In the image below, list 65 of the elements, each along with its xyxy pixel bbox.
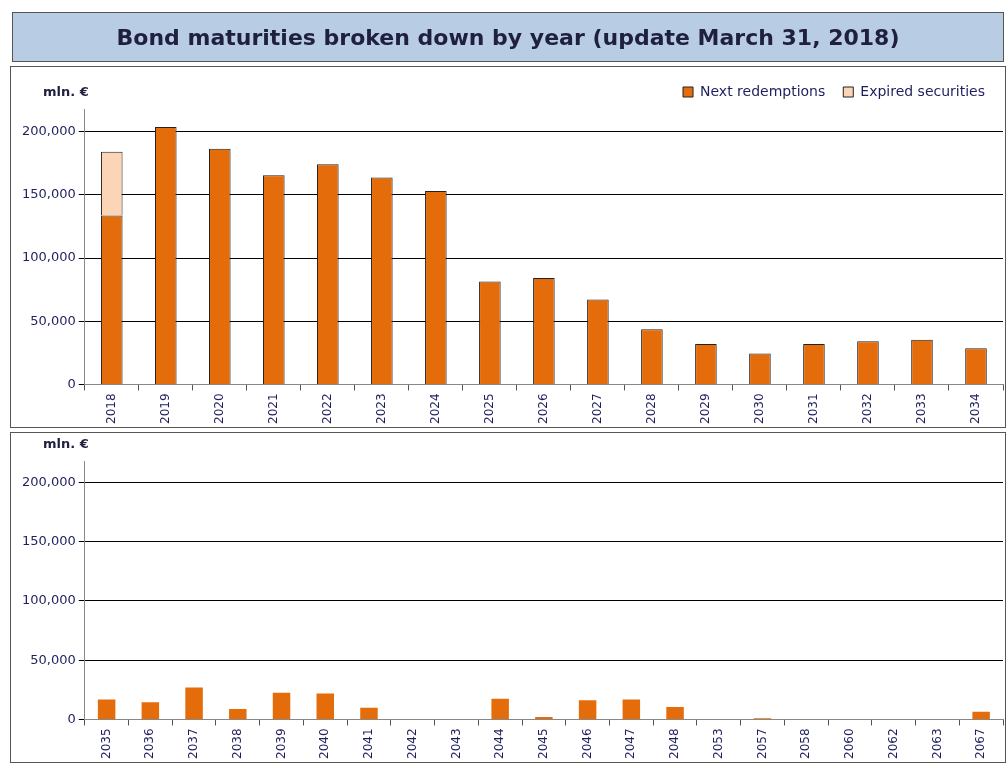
bar <box>141 702 160 719</box>
x-tick-label: 2029 <box>698 393 713 425</box>
x-tick-label: 2026 <box>536 393 550 425</box>
x-tick-label: 2025 <box>481 393 496 425</box>
x-tick-label: 2045 <box>536 728 550 760</box>
y-tick-label: 100,000 <box>21 249 76 265</box>
x-tick-label: 2035 <box>98 728 113 760</box>
x-tick-label: 2018 <box>103 393 118 425</box>
bar <box>578 700 597 719</box>
y-tick-label: 150,000 <box>21 533 76 548</box>
bar <box>360 707 378 719</box>
chart-title: Bond maturities broken down by year (update March 31, 2018) <box>12 12 1004 62</box>
y-axis-title: mln. € <box>42 83 89 99</box>
x-tick-label: 2030 <box>752 393 767 425</box>
y-tick-label: 200,000 <box>21 473 76 489</box>
x-tick-label: 2033 <box>914 393 929 425</box>
x-tick-label: 2021 <box>265 393 280 425</box>
x-tick-label: 2032 <box>860 393 875 425</box>
bar <box>316 693 334 719</box>
x-tick-label: 2031 <box>806 393 821 425</box>
x-tick-label: 2047 <box>623 728 638 760</box>
x-tick-label: 2027 <box>590 393 605 425</box>
x-tick-label: 2040 <box>317 728 332 760</box>
x-tick-label: 2024 <box>427 393 442 425</box>
x-tick-label: 2022 <box>319 393 334 425</box>
x-tick-label: 2038 <box>229 728 244 760</box>
x-tick-label: 2028 <box>644 393 659 425</box>
x-tick-label: 2046 <box>579 728 594 760</box>
y-tick-label: 50,000 <box>30 651 76 667</box>
x-tick-label: 2044 <box>492 728 507 760</box>
bar <box>229 708 247 719</box>
x-tick-label: 2041 <box>361 728 376 760</box>
y-tick-label: 200,000 <box>21 123 76 139</box>
x-tick-label: 2020 <box>211 393 226 425</box>
x-tick-label: 2063 <box>929 728 944 760</box>
x-tick-label: 2034 <box>968 393 983 425</box>
x-tick-label: 2037 <box>186 728 201 760</box>
y-tick-label: 0 <box>67 375 76 391</box>
bar <box>185 687 203 719</box>
x-tick-label: 2060 <box>842 728 857 760</box>
y-axis-title: mln. € <box>42 435 89 451</box>
bar <box>491 698 509 719</box>
y-tick-label: 0 <box>67 710 76 726</box>
x-tick-label: 2062 <box>885 728 900 760</box>
bar <box>97 699 116 719</box>
x-tick-label: 2019 <box>157 393 172 425</box>
x-tick-label: 2039 <box>273 728 288 760</box>
x-tick-label: 2023 <box>373 393 388 425</box>
y-tick-label: 50,000 <box>30 312 76 328</box>
x-tick-label: 2058 <box>798 728 813 760</box>
x-tick-label: 2067 <box>973 728 988 760</box>
x-tick-label: 2036 <box>142 728 157 760</box>
x-tick-label: 2057 <box>754 728 769 760</box>
y-tick-label: 150,000 <box>21 186 76 202</box>
x-tick-label: 2042 <box>404 728 419 760</box>
legend-label: Expired securities <box>860 82 985 99</box>
y-tick-label: 100,000 <box>21 592 76 608</box>
legend-label: Next redemptions <box>700 82 826 99</box>
x-tick-label: 2048 <box>667 728 682 760</box>
bar <box>666 706 684 719</box>
x-tick-label: 2053 <box>710 728 725 760</box>
x-tick-label: 2043 <box>448 728 463 760</box>
bar <box>972 711 990 719</box>
bar <box>272 692 291 719</box>
bar <box>622 699 641 719</box>
